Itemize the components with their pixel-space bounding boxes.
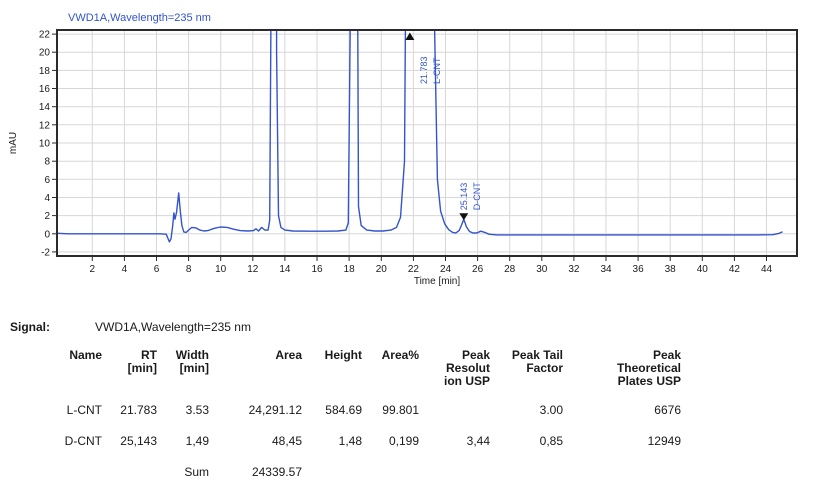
cell-name: L-CNT [66,403,102,417]
cell-height: 1,48 [338,434,362,448]
cell-width: 3.53 [185,403,209,417]
peak-results-table: Name RT [min] Width [min] Area Height Ar… [0,349,819,480]
svg-text:6: 6 [154,264,160,275]
chromatogram-chart: 2 4 6 8 10 12 14 16 18 20 22 24 26 28 30 32 34 36 38 40 42 44… [8,12,798,287]
cell-resolution [420,403,491,417]
svg-text:24: 24 [440,264,452,275]
svg-text:2: 2 [90,264,96,275]
svg-text:26: 26 [472,264,484,275]
col-header-name: Name [69,348,102,362]
axis-ticks: 2 4 6 8 10 12 14 16 18 20 22 24 26 28 30 32 34 36 38 40 42 44… [39,30,773,275]
cell-tail: 0,85 [539,434,563,448]
col-header-rt: RT [min] [127,348,157,375]
peak-marker-down-icon [459,213,469,221]
cell-width: 1,49 [185,434,209,448]
cell-areapct: 99.801 [382,403,419,417]
cell-plates: 12949 [647,434,681,448]
plot-frame [56,29,798,257]
cell-name: D-CNT [64,434,102,448]
cell-area: 48,45 [271,434,302,448]
y-axis-label: mAU [8,132,19,154]
svg-text:22: 22 [39,30,51,41]
col-header-area: Area [275,348,302,362]
svg-text:10: 10 [39,139,51,150]
svg-text:12: 12 [247,264,259,275]
svg-text:16: 16 [39,84,51,95]
signal-label: Signal: [10,320,51,334]
sum-area: 24339.57 [251,465,302,479]
cell-rt: 25,143 [120,434,157,448]
col-header-height: Height [324,348,362,362]
svg-text:22: 22 [408,264,420,275]
svg-text:40: 40 [697,264,709,275]
svg-text:16: 16 [311,264,323,275]
col-header-areapct: Area% [381,348,419,362]
cell-rt: 21.783 [120,403,157,417]
peak-name-label: L-CNT [432,57,442,84]
svg-text:10: 10 [215,264,227,275]
col-header-width: Width [min] [175,348,209,375]
table-row: D-CNT 25,143 1,49 48,45 1,48 0,199 3,44 … [0,434,819,448]
svg-text:28: 28 [504,264,516,275]
gridlines [57,30,797,256]
svg-text:4: 4 [44,193,50,204]
svg-text:36: 36 [633,264,645,275]
chart-title: VWD1A,Wavelength=235 nm [68,12,211,24]
svg-text:14: 14 [279,264,291,275]
svg-text:30: 30 [536,264,548,275]
peak-name-label: D-CNT [472,182,482,210]
cell-area: 24,291.12 [248,403,302,417]
signal-line: Signal: VWD1A,Wavelength=235 nm [10,320,819,334]
cell-plates: 6676 [654,403,681,417]
svg-text:32: 32 [568,264,580,275]
cell-tail: 3.00 [539,403,563,417]
table-row: L-CNT 21.783 3.53 24,291.12 584.69 99.80… [0,403,819,417]
svg-text:20: 20 [376,264,388,275]
svg-text:4: 4 [122,264,128,275]
svg-text:20: 20 [39,48,51,59]
cell-resolution: 3,44 [466,434,490,448]
signal-value: VWD1A,Wavelength=235 nm [95,320,251,334]
svg-text:42: 42 [729,264,741,275]
svg-text:8: 8 [44,157,50,168]
svg-text:8: 8 [186,264,192,275]
table-sum-row: Sum 24339.57 [0,465,819,479]
peak-marker-up-icon [405,32,415,40]
col-header-resolution: Peak Resolut ion USP [443,348,490,388]
svg-text:18: 18 [344,264,356,275]
sum-label: Sum [184,465,209,479]
peak-rt-label: 25.143 [459,183,469,211]
col-header-plates: Peak Theoretical Plates USP [616,348,681,388]
peak-rt-label: 21.783 [419,56,429,84]
signal-trace [57,29,783,243]
svg-text:34: 34 [600,264,612,275]
svg-text:0: 0 [44,229,50,240]
svg-text:2: 2 [44,211,50,222]
chromatogram-report: 2 4 6 8 10 12 14 16 18 20 22 24 26 28 30 32 34 36 38 40 42 44… [0,12,819,480]
x-axis-label: Time [min] [414,276,461,287]
svg-text:14: 14 [39,102,51,113]
col-header-tail: Peak Tail Factor [511,348,563,375]
svg-text:-2: -2 [41,247,50,258]
cell-height: 584.69 [325,403,362,417]
cell-areapct: 0,199 [388,434,419,448]
svg-text:18: 18 [39,66,51,77]
svg-text:12: 12 [39,120,51,131]
svg-text:44: 44 [761,264,773,275]
chromatogram-svg: 2 4 6 8 10 12 14 16 18 20 22 24 26 28 30 32 34 36 38 40 42 44… [8,12,798,287]
svg-text:6: 6 [44,175,50,186]
svg-text:38: 38 [665,264,677,275]
table-header-row: Name RT [min] Width [min] Area Height Ar… [0,349,819,388]
